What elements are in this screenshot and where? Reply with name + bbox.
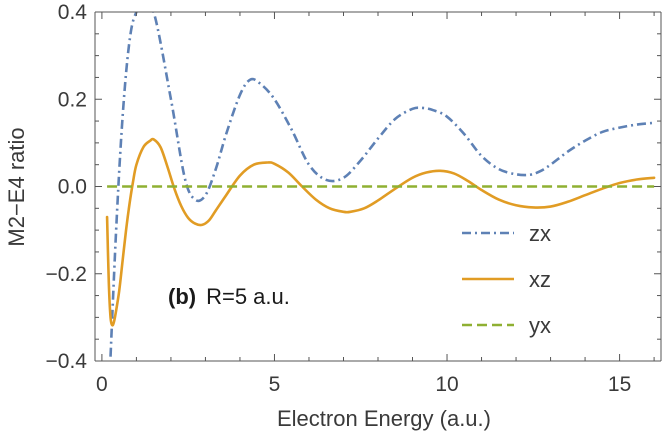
panel-annotation-text: R=5 a.u. — [206, 284, 290, 309]
x-tick-label: 10 — [435, 373, 458, 396]
legend-label-zx: zx — [529, 221, 551, 246]
legend: zx xz yx — [462, 221, 551, 338]
x-tick-label: 5 — [269, 373, 281, 396]
y-axis-title: M2−E4 ratio — [4, 127, 29, 246]
legend-label-yx: yx — [529, 313, 551, 338]
series-layer — [105, 12, 656, 357]
legend-label-xz: xz — [529, 267, 551, 292]
ticks-layer: 0 5 10 15 −0.4 −0.2 0.0 0.2 0.4 — [46, 1, 661, 396]
y-tick-label: 0.0 — [58, 176, 87, 199]
panel-annotation: (b) R=5 a.u. — [168, 284, 290, 309]
y-tick-label: 0.2 — [58, 88, 87, 111]
series-line-zx — [109, 12, 655, 357]
y-tick-label: −0.4 — [46, 350, 88, 373]
x-tick-label: 15 — [608, 373, 631, 396]
y-tick-label: −0.2 — [46, 263, 87, 286]
x-tick-label: 0 — [96, 373, 108, 396]
y-tick-label: 0.4 — [58, 1, 88, 24]
x-axis-title: Electron Energy (a.u.) — [277, 406, 491, 431]
series-line-xz — [105, 137, 656, 327]
panel-label: (b) — [168, 284, 196, 309]
